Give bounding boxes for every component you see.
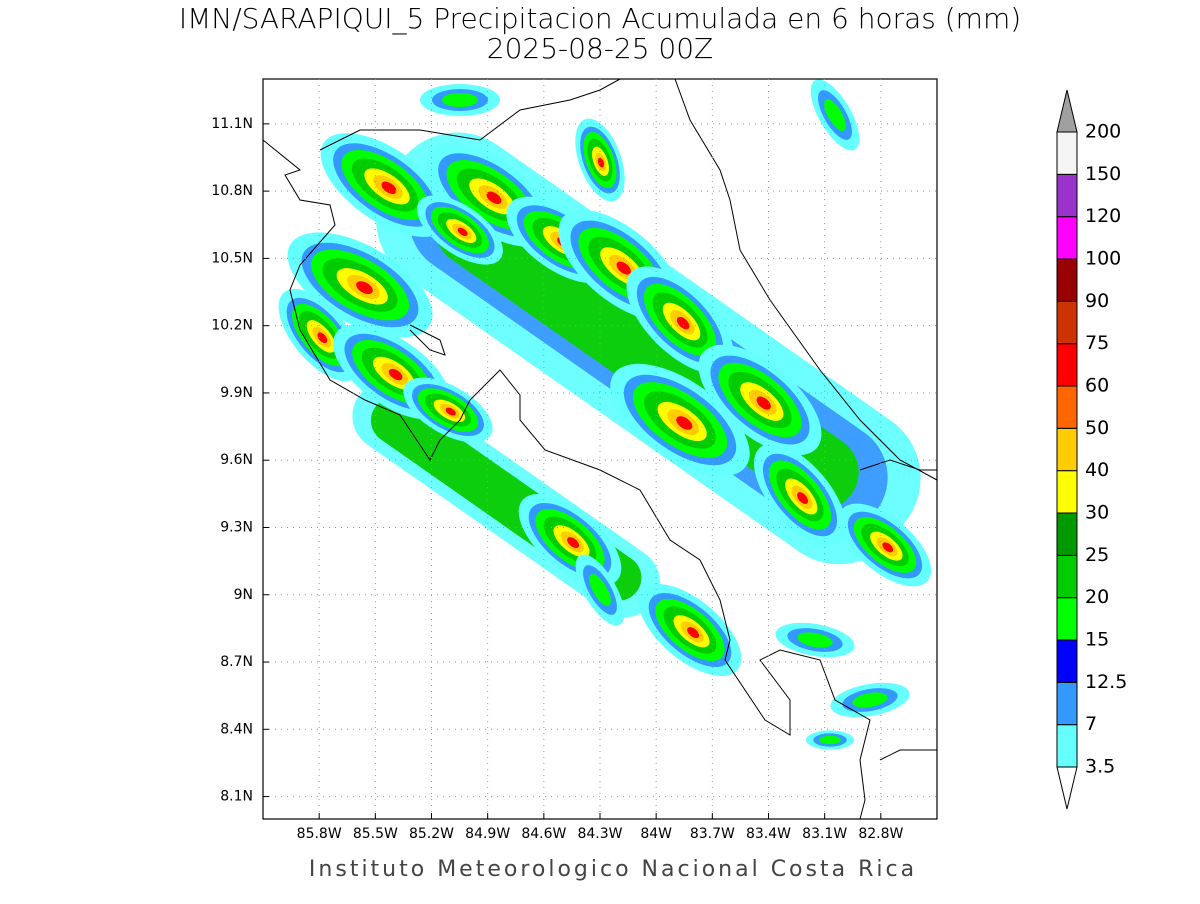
colorbar-box — [1056, 131, 1078, 175]
x-tick-label: 84.6W — [521, 826, 566, 842]
colorbar-label: 20 — [1085, 586, 1109, 608]
colorbar-label: 60 — [1085, 375, 1109, 397]
y-tick-label: 9.6N — [220, 452, 253, 468]
colorbar-box — [1056, 470, 1078, 514]
y-tick-label: 11.1N — [211, 116, 253, 132]
colorbar-box — [1056, 597, 1078, 641]
y-tick-label: 8.1N — [220, 789, 253, 805]
colorbar-box — [1056, 512, 1078, 556]
x-tick-label: 82.8W — [858, 826, 903, 842]
x-tick-label: 83.7W — [690, 826, 735, 842]
colorbar-box — [1056, 258, 1078, 302]
colorbar-label: 75 — [1085, 332, 1109, 354]
colorbar-box — [1056, 343, 1078, 387]
colorbar-box — [1056, 681, 1078, 726]
colorbar-label: 3.5 — [1085, 756, 1115, 778]
colorbar-box — [1056, 554, 1078, 599]
colorbar-label: 15 — [1085, 629, 1109, 651]
y-tick-label: 8.4N — [220, 721, 253, 737]
colorbar-box — [1056, 724, 1078, 768]
subtitle: 2025-08-25 00Z — [487, 32, 713, 65]
y-tick-label: 9.3N — [220, 519, 253, 535]
colorbar-label: 100 — [1085, 248, 1121, 270]
y-tick-label: 10.5N — [211, 250, 253, 266]
y-tick-label: 9N — [234, 587, 253, 603]
colorbar-label: 30 — [1085, 502, 1109, 524]
x-tick-label: 85.2W — [409, 826, 454, 842]
x-tick-label: 83.4W — [746, 826, 791, 842]
colorbar-label: 40 — [1085, 459, 1109, 481]
x-tick-label: 85.5W — [353, 826, 398, 842]
colorbar-box — [1056, 300, 1078, 345]
x-tick-label: 85.8W — [297, 826, 342, 842]
colorbar-label: 150 — [1085, 163, 1121, 185]
colorbar-box — [1056, 173, 1078, 218]
x-tick-label: 84W — [640, 826, 672, 842]
coastlines — [263, 79, 937, 819]
precip-field — [263, 79, 937, 750]
colorbar-label: 7 — [1085, 713, 1097, 735]
title: IMN/SARAPIQUI_5 Precipitacion Acumulada … — [179, 2, 1021, 36]
colorbar-box — [1056, 385, 1078, 429]
y-tick-label: 10.2N — [211, 318, 253, 334]
y-tick-label: 9.9N — [220, 385, 253, 401]
colorbar-label: 12.5 — [1085, 671, 1127, 693]
x-tick-label: 84.3W — [577, 826, 622, 842]
colorbar-label: 50 — [1085, 417, 1109, 439]
y-tick-label: 8.7N — [220, 654, 253, 670]
colorbar-label: 90 — [1085, 290, 1109, 312]
y-tick-label: 10.8N — [211, 183, 253, 199]
colorbar-box — [1056, 639, 1078, 683]
colorbar-under — [1056, 766, 1078, 810]
x-tick-label: 84.9W — [465, 826, 510, 842]
colorbar-label: 25 — [1085, 544, 1109, 566]
x-tick-label: 83.1W — [802, 826, 847, 842]
colorbar-label: 120 — [1085, 205, 1121, 227]
colorbar-over — [1056, 89, 1078, 133]
colorbar-label: 200 — [1085, 121, 1121, 143]
colorbar-box — [1056, 427, 1078, 472]
footer: Instituto Meteorologico Nacional Costa R… — [309, 857, 917, 882]
colorbar-box — [1056, 216, 1078, 260]
